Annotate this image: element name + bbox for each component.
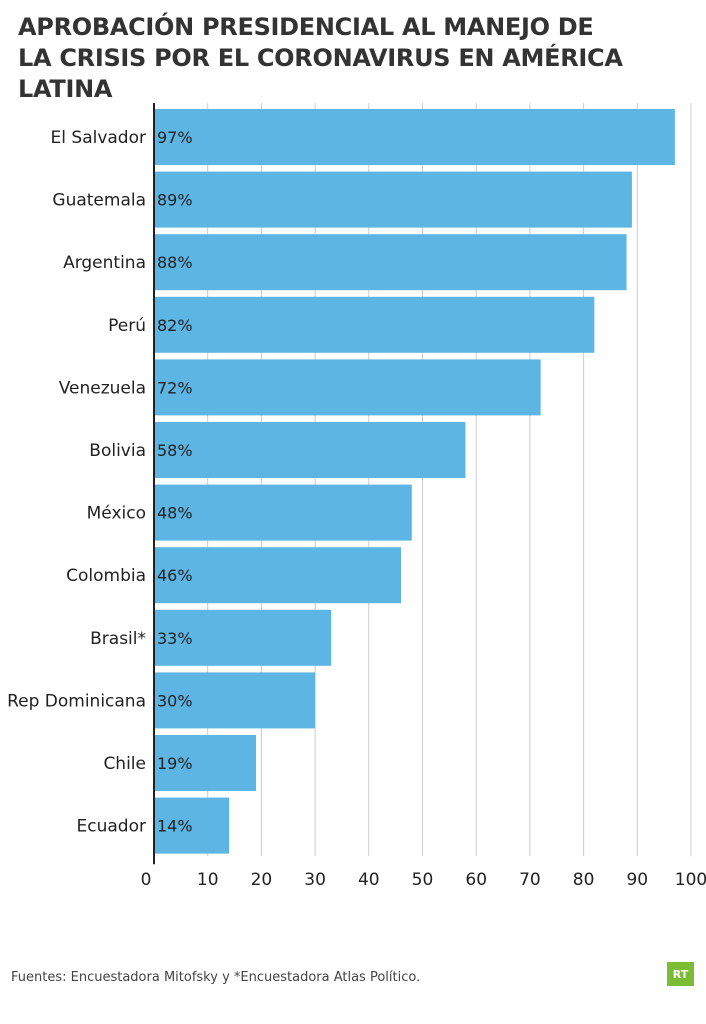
x-tick-label: 90 [626, 870, 648, 890]
chart-title-line-2: LA CRISIS POR EL CORONAVIRUS EN AMÉRICA … [18, 44, 623, 103]
x-tick-label: 100 [675, 870, 706, 890]
data-label: 97% [157, 128, 193, 147]
bar [154, 422, 466, 478]
bar [154, 547, 402, 604]
data-label: 82% [157, 316, 193, 335]
category-label: El Salvador [51, 128, 146, 148]
x-tick-label: 80 [573, 870, 595, 890]
chart-title-line-1: APROBACIÓN PRESIDENCIAL AL MANEJO DE [18, 13, 594, 41]
bar [154, 672, 316, 729]
x-tick-label: 60 [465, 870, 487, 890]
x-tick-label: 70 [519, 870, 541, 890]
bar-chart: El Salvador 97% Guatemala 89% Argentina 88% Pe… [7, 103, 706, 890]
data-label: 88% [157, 253, 193, 272]
bar [154, 171, 632, 228]
category-label: Brasil* [90, 629, 146, 649]
x-tick-label: 20 [251, 870, 273, 890]
category-label: Bolivia [89, 441, 146, 461]
data-label: 19% [157, 754, 193, 773]
category-label: Venezuela [59, 378, 146, 398]
data-label: 30% [157, 691, 193, 710]
data-label: 58% [157, 441, 193, 460]
x-tick-label: 50 [412, 870, 434, 890]
data-label: 46% [157, 566, 193, 585]
category-label: Ecuador [77, 817, 146, 837]
x-tick-label: 30 [304, 870, 326, 890]
bar [154, 296, 595, 353]
category-label: Chile [103, 754, 146, 774]
category-label: Guatemala [52, 191, 146, 211]
chart-title: APROBACIÓN PRESIDENCIAL AL MANEJO DE LA … [18, 12, 698, 105]
bar [154, 797, 230, 854]
rt-logo: RT [667, 962, 694, 986]
bar [154, 609, 332, 666]
x-tick-label: 40 [358, 870, 380, 890]
category-label: Argentina [63, 253, 146, 273]
x-tick-label: 10 [197, 870, 219, 890]
data-label: 89% [157, 191, 193, 210]
data-label: 48% [157, 504, 193, 523]
bar [154, 234, 627, 291]
bar [154, 735, 257, 791]
category-label: México [87, 504, 146, 524]
bar [154, 359, 541, 416]
data-label: 33% [157, 629, 193, 648]
x-tick-label: 0 [141, 870, 152, 890]
category-label: Colombia [66, 566, 146, 586]
bar [154, 484, 412, 541]
data-label: 14% [157, 817, 193, 836]
bar [154, 109, 675, 165]
category-label: Perú [108, 316, 146, 336]
category-label: Rep Dominicana [7, 691, 146, 711]
source-note: Fuentes: Encuestadora Mitofsky y *Encues… [11, 970, 421, 985]
data-label: 72% [157, 378, 193, 397]
